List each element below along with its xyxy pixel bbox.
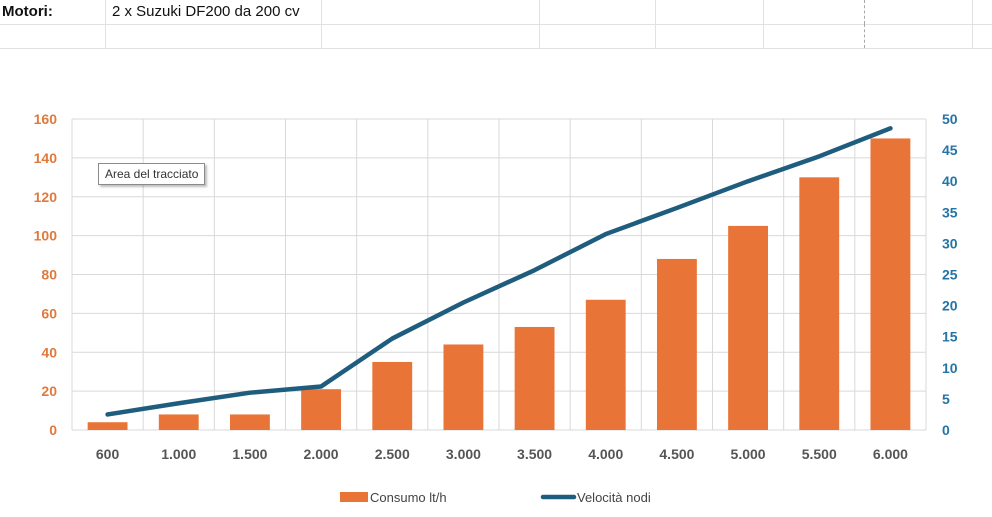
right-axis-tick-label: 30 bbox=[942, 235, 958, 251]
bar-series-consumo[interactable] bbox=[87, 138, 911, 430]
point-600[interactable] bbox=[105, 412, 110, 417]
right-axis-tick-label: 0 bbox=[942, 422, 950, 438]
left-axis-tick-label: 20 bbox=[41, 383, 57, 399]
bar-6.000[interactable] bbox=[870, 138, 911, 430]
bar-3.500[interactable] bbox=[514, 326, 555, 430]
point-2.500[interactable] bbox=[390, 336, 395, 341]
cell-g1[interactable] bbox=[865, 0, 973, 24]
left-axis-tick-label: 140 bbox=[34, 150, 58, 166]
right-axis-tick-label: 25 bbox=[942, 267, 958, 283]
category-tick-label: 1.000 bbox=[161, 446, 196, 462]
left-axis-tick-label: 0 bbox=[49, 422, 57, 438]
chart-area[interactable]: 0 20 40 60 80 100 120 140 160 0 5 10 15 20 25 30 35 40 45 5… bbox=[0, 50, 992, 517]
cell-a2[interactable] bbox=[0, 24, 106, 48]
point-4.000[interactable] bbox=[603, 232, 608, 237]
category-tick-label: 2.500 bbox=[375, 446, 410, 462]
bar-1.000[interactable] bbox=[158, 414, 199, 430]
bar-4.500[interactable] bbox=[656, 258, 697, 430]
point-4.500[interactable] bbox=[674, 205, 679, 210]
category-tick-label: 4.000 bbox=[588, 446, 623, 462]
cell-c1[interactable] bbox=[322, 0, 540, 24]
category-tick-label: 3.500 bbox=[517, 446, 552, 462]
bar-5.000[interactable] bbox=[728, 225, 769, 430]
motori-label: Motori: bbox=[2, 3, 53, 20]
motori-value: 2 x Suzuki DF200 da 200 cv bbox=[112, 3, 300, 20]
category-tick-label: 4.500 bbox=[659, 446, 694, 462]
category-tick-label: 600 bbox=[96, 446, 120, 462]
point-2.000[interactable] bbox=[319, 384, 324, 389]
sheet-row-1: Motori: 2 x Suzuki DF200 da 200 cv bbox=[0, 0, 992, 25]
plot-area-tooltip: Area del tracciato bbox=[98, 163, 206, 185]
legend-swatch-bar bbox=[340, 492, 368, 502]
right-axis-tick-label: 5 bbox=[942, 391, 950, 407]
right-axis-tick-label: 50 bbox=[942, 111, 958, 127]
bar-1.500[interactable] bbox=[229, 414, 270, 430]
line-series-velocita[interactable] bbox=[105, 126, 893, 417]
sheet-row-2 bbox=[0, 24, 992, 49]
bar-3.000[interactable] bbox=[443, 344, 484, 430]
cell-f2[interactable] bbox=[764, 24, 865, 48]
gridlines bbox=[71, 118, 927, 431]
category-tick-label: 5.000 bbox=[731, 446, 766, 462]
left-axis-tick-label: 100 bbox=[34, 228, 58, 244]
legend-item-velocita[interactable]: Velocità nodi bbox=[540, 490, 651, 505]
legend-label-velocita: Velocità nodi bbox=[577, 490, 651, 505]
cell-a1[interactable]: Motori: bbox=[0, 0, 106, 24]
point-3.000[interactable] bbox=[461, 300, 466, 305]
bar-4.000[interactable] bbox=[585, 299, 626, 430]
left-axis-tick-label: 80 bbox=[41, 267, 57, 283]
point-5.500[interactable] bbox=[817, 154, 822, 159]
bar-2.000[interactable] bbox=[301, 389, 342, 430]
right-axis-tick-label: 10 bbox=[942, 360, 958, 376]
category-tick-label: 2.000 bbox=[304, 446, 339, 462]
category-tick-label: 3.000 bbox=[446, 446, 481, 462]
left-axis-tick-label: 40 bbox=[41, 344, 57, 360]
right-axis-tick-label: 40 bbox=[942, 173, 958, 189]
legend-label-consumo: Consumo lt/h bbox=[370, 490, 447, 505]
cell-b1[interactable]: 2 x Suzuki DF200 da 200 cv bbox=[106, 0, 322, 24]
left-axis-tick-label: 160 bbox=[34, 111, 58, 127]
cell-e1[interactable] bbox=[656, 0, 764, 24]
category-tick-label: 5.500 bbox=[802, 446, 837, 462]
bar-2.500[interactable] bbox=[372, 361, 413, 430]
cell-b2[interactable] bbox=[106, 24, 322, 48]
axes: 0 20 40 60 80 100 120 140 160 0 5 10 15 20 25 30 35 40 45 5… bbox=[34, 111, 958, 462]
combo-chart[interactable]: 0 20 40 60 80 100 120 140 160 0 5 10 15 20 25 30 35 40 45 5… bbox=[0, 50, 992, 517]
cell-c2[interactable] bbox=[322, 24, 540, 48]
cell-g2[interactable] bbox=[865, 24, 973, 48]
point-1.000[interactable] bbox=[176, 401, 181, 406]
left-axis-tick-label: 120 bbox=[34, 189, 58, 205]
bar-600[interactable] bbox=[87, 422, 128, 430]
point-1.500[interactable] bbox=[247, 390, 252, 395]
right-axis-tick-label: 15 bbox=[942, 329, 958, 345]
cell-d2[interactable] bbox=[540, 24, 656, 48]
point-5.000[interactable] bbox=[746, 179, 751, 184]
bar-5.500[interactable] bbox=[799, 177, 840, 430]
legend-item-consumo[interactable]: Consumo lt/h bbox=[340, 490, 447, 505]
legend[interactable]: Consumo lt/h Velocità nodi bbox=[340, 490, 651, 505]
category-tick-label: 1.500 bbox=[232, 446, 267, 462]
cell-f1[interactable] bbox=[764, 0, 865, 24]
cell-e2[interactable] bbox=[656, 24, 764, 48]
right-axis-tick-label: 20 bbox=[942, 298, 958, 314]
line-velocita-nodi[interactable] bbox=[105, 126, 893, 417]
cell-d1[interactable] bbox=[540, 0, 656, 24]
left-axis-tick-label: 60 bbox=[41, 305, 57, 321]
right-axis-tick-label: 35 bbox=[942, 204, 958, 220]
point-3.500[interactable] bbox=[532, 268, 537, 273]
point-6.000[interactable] bbox=[888, 126, 893, 131]
category-tick-label: 6.000 bbox=[873, 446, 908, 462]
right-axis-tick-label: 45 bbox=[942, 142, 958, 158]
